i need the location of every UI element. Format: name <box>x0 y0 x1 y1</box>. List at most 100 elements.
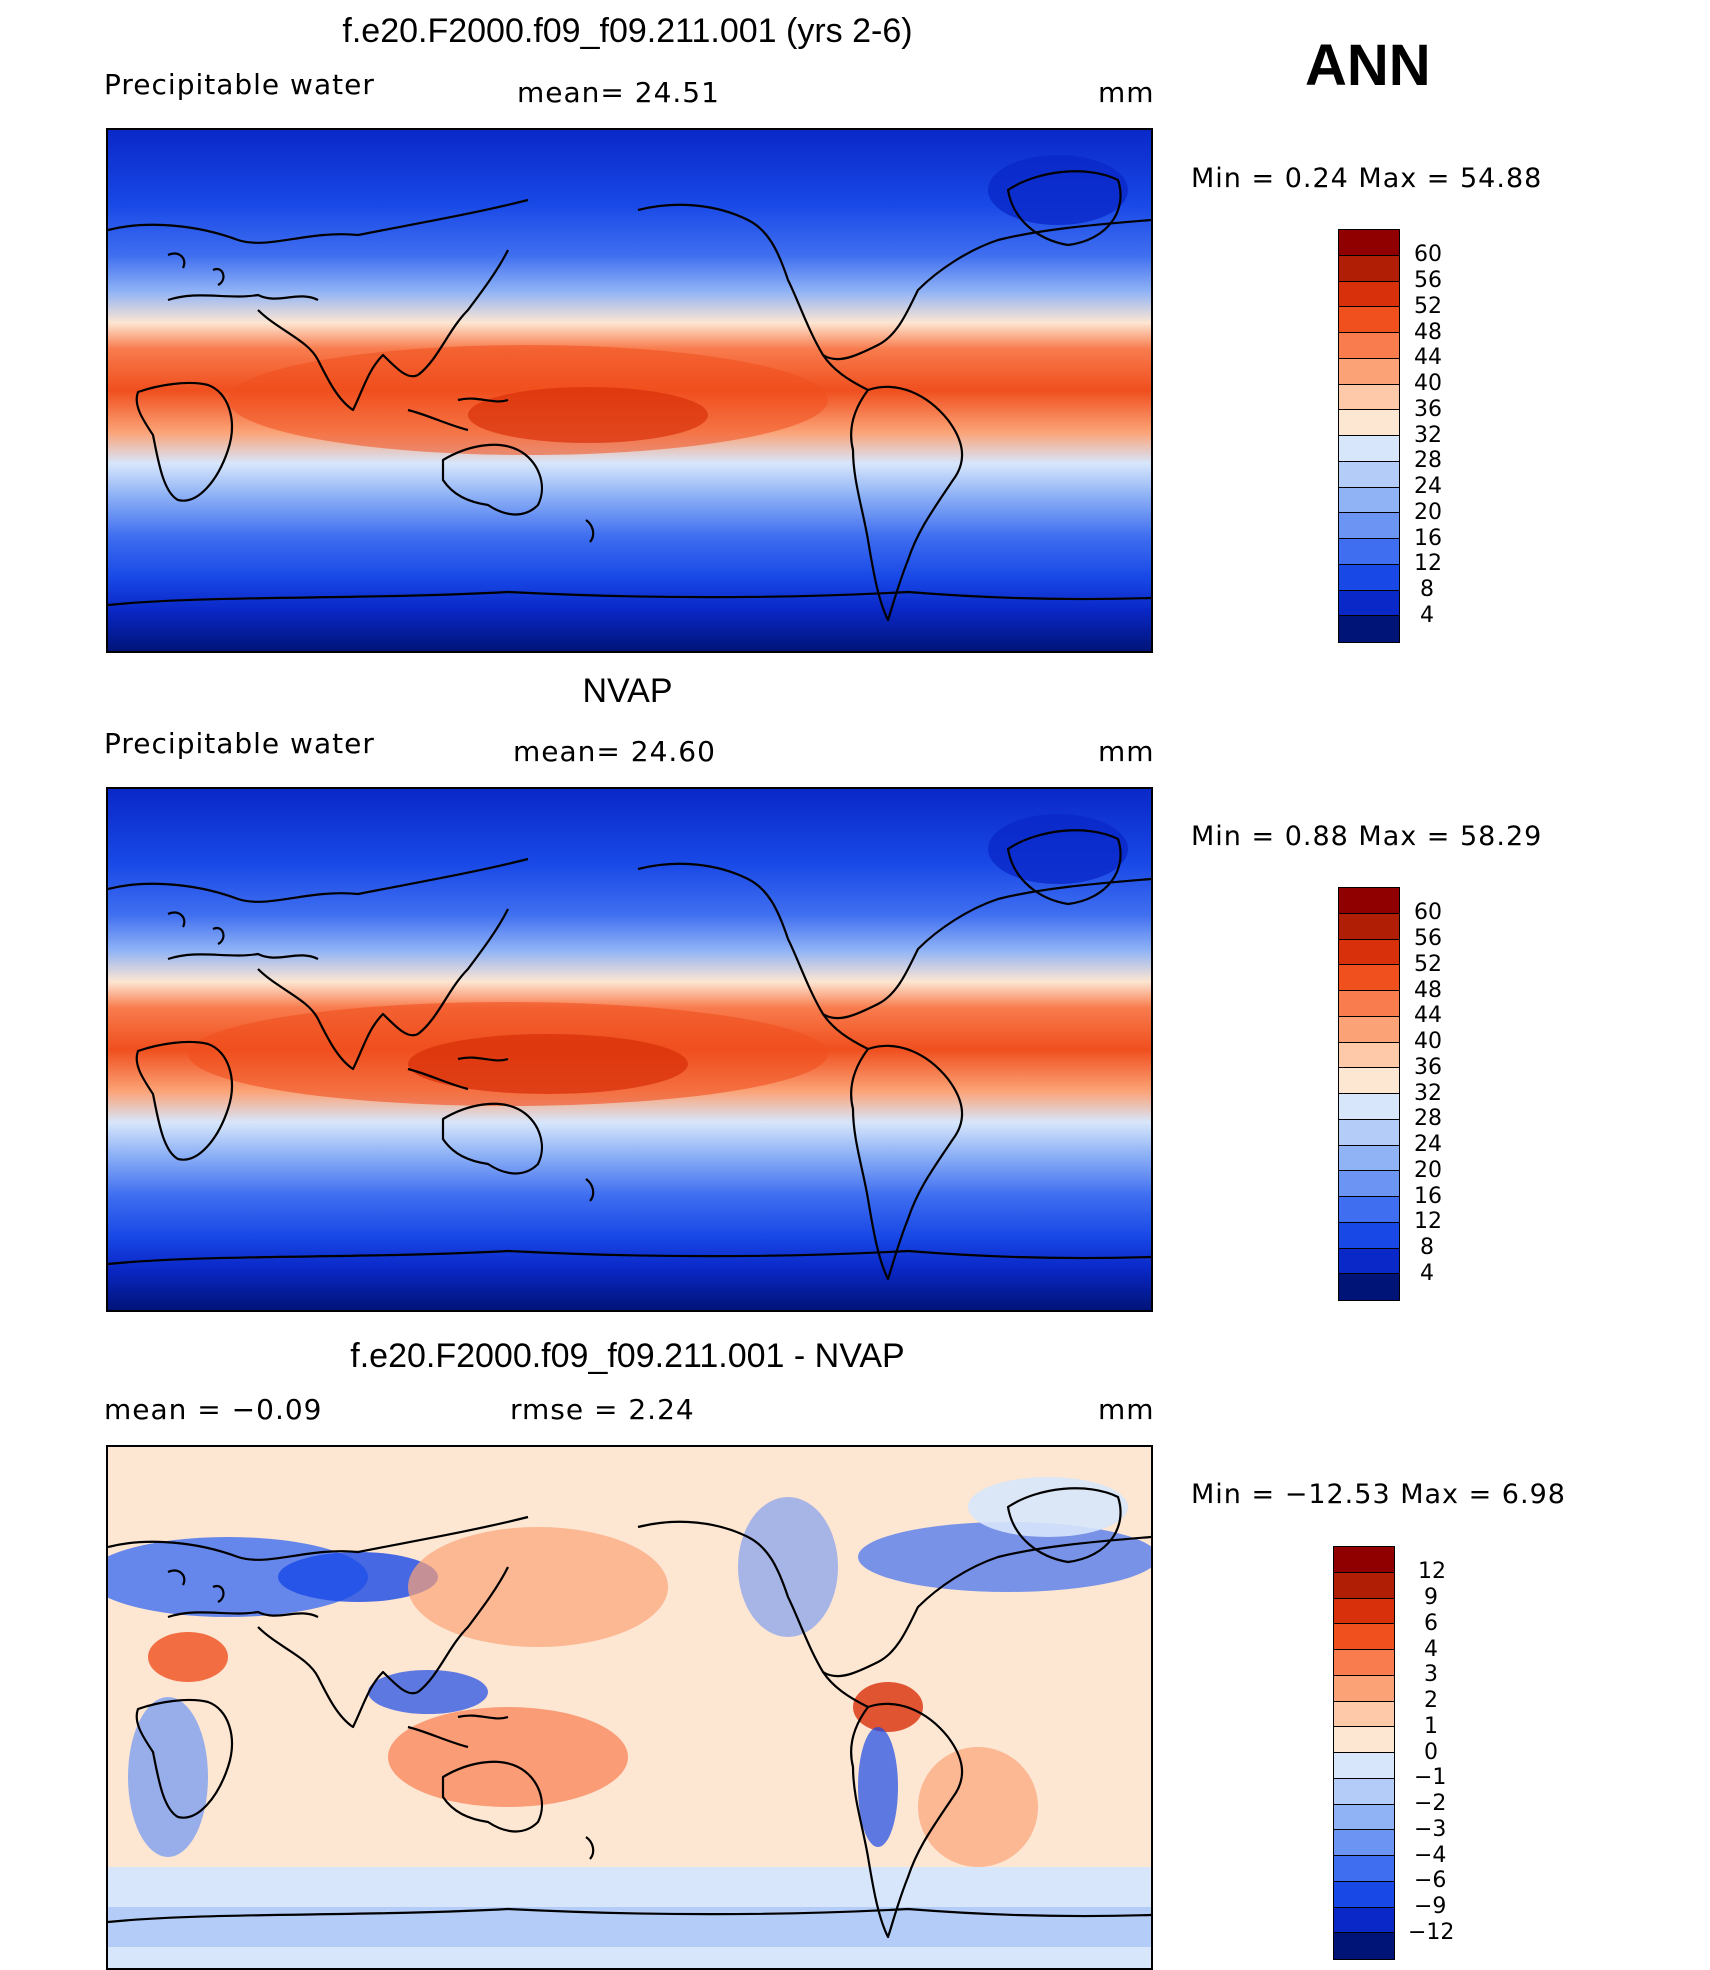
colorbar-swatch <box>1339 539 1399 565</box>
colorbar-swatch <box>1334 1907 1394 1934</box>
colorbar-tick: 20 <box>1414 500 1442 525</box>
panel2-minmax: Min = 0.88 Max = 58.29 <box>1191 821 1543 852</box>
panel1-mean-label: mean= 24.51 <box>517 76 720 109</box>
panel1-title: f.e20.F2000.f09_f09.211.001 (yrs 2-6) <box>342 12 913 50</box>
panel3-colorbar <box>1333 1546 1395 1960</box>
panel1-units-label: mm <box>1098 76 1155 109</box>
colorbar-swatch <box>1339 1248 1399 1275</box>
colorbar-swatch <box>1334 1830 1394 1856</box>
panel2-map <box>106 787 1153 1312</box>
colorbar-swatch <box>1339 487 1399 514</box>
colorbar-tick: 36 <box>1414 1055 1442 1080</box>
panel1-colorbar <box>1338 229 1400 643</box>
panel2-variable-label: Precipitable water <box>104 727 375 760</box>
colorbar-swatch <box>1339 281 1399 308</box>
colorbar-swatch <box>1339 1274 1399 1300</box>
colorbar-tick: 3 <box>1424 1662 1438 1687</box>
panel1-variable-label: Precipitable water <box>104 68 375 101</box>
colorbar-swatch <box>1334 1856 1394 1882</box>
colorbar-tick: −12 <box>1408 1920 1455 1945</box>
colorbar-tick: 28 <box>1414 448 1442 473</box>
colorbar-tick: −2 <box>1414 1791 1447 1816</box>
colorbar-swatch <box>1339 513 1399 539</box>
colorbar-tick: 40 <box>1414 1029 1442 1054</box>
colorbar-tick: 44 <box>1414 1003 1442 1028</box>
colorbar-swatch <box>1339 436 1399 462</box>
panel2-colorbar <box>1338 887 1400 1301</box>
colorbar-tick: 32 <box>1414 423 1442 448</box>
colorbar-swatch <box>1339 358 1399 385</box>
colorbar-tick: −9 <box>1414 1894 1447 1919</box>
colorbar-swatch <box>1334 1778 1394 1805</box>
panel3-rmse-label: rmse = 2.24 <box>510 1393 695 1426</box>
season-label: ANN <box>1305 33 1431 98</box>
colorbar-tick: −1 <box>1414 1765 1447 1790</box>
colorbar-swatch <box>1339 939 1399 966</box>
colorbar-swatch <box>1334 1727 1394 1753</box>
colorbar-swatch <box>1339 1171 1399 1197</box>
colorbar-tick: 60 <box>1414 242 1442 267</box>
colorbar-swatch <box>1339 564 1399 591</box>
panel3-map <box>106 1445 1153 1970</box>
colorbar-tick: 40 <box>1414 371 1442 396</box>
colorbar-swatch <box>1339 888 1399 914</box>
colorbar-swatch <box>1334 1933 1394 1959</box>
colorbar-tick: 6 <box>1424 1611 1438 1636</box>
colorbar-tick: 48 <box>1414 978 1442 1003</box>
colorbar-swatch <box>1339 1068 1399 1094</box>
panel3-mean-label: mean = −0.09 <box>104 1393 323 1426</box>
colorbar-swatch <box>1334 1624 1394 1650</box>
colorbar-swatch <box>1339 1016 1399 1043</box>
colorbar-swatch <box>1334 1572 1394 1599</box>
panel1-minmax: Min = 0.24 Max = 54.88 <box>1191 163 1543 194</box>
colorbar-swatch <box>1339 1119 1399 1146</box>
colorbar-tick: 1 <box>1424 1714 1438 1739</box>
colorbar-swatch <box>1334 1804 1394 1831</box>
colorbar-swatch <box>1339 590 1399 617</box>
colorbar-swatch <box>1334 1753 1394 1779</box>
colorbar-swatch <box>1334 1701 1394 1728</box>
colorbar-swatch <box>1339 410 1399 436</box>
colorbar-tick: 24 <box>1414 474 1442 499</box>
colorbar-tick: 32 <box>1414 1081 1442 1106</box>
colorbar-swatch <box>1334 1650 1394 1676</box>
colorbar-tick: 12 <box>1418 1559 1446 1584</box>
colorbar-swatch <box>1339 461 1399 488</box>
colorbar-tick: 16 <box>1414 1184 1442 1209</box>
colorbar-swatch <box>1339 255 1399 282</box>
panel2-units-label: mm <box>1098 735 1155 768</box>
colorbar-tick: 12 <box>1414 1209 1442 1234</box>
colorbar-tick: 56 <box>1414 926 1442 951</box>
colorbar-swatch <box>1334 1547 1394 1573</box>
colorbar-tick: −4 <box>1414 1843 1447 1868</box>
colorbar-swatch <box>1339 913 1399 940</box>
colorbar-tick: 28 <box>1414 1106 1442 1131</box>
colorbar-tick: 52 <box>1414 952 1442 977</box>
colorbar-tick: −3 <box>1414 1817 1447 1842</box>
colorbar-swatch <box>1339 1145 1399 1172</box>
colorbar-swatch <box>1339 616 1399 642</box>
colorbar-swatch <box>1339 965 1399 991</box>
colorbar-tick: 4 <box>1424 1637 1438 1662</box>
colorbar-tick: 52 <box>1414 294 1442 319</box>
colorbar-swatch <box>1339 307 1399 333</box>
panel2-mean-label: mean= 24.60 <box>513 735 716 768</box>
colorbar-tick: 36 <box>1414 397 1442 422</box>
colorbar-tick: 8 <box>1420 1235 1434 1260</box>
colorbar-swatch <box>1334 1598 1394 1625</box>
colorbar-swatch <box>1334 1675 1394 1702</box>
panel3-units-label: mm <box>1098 1393 1155 1426</box>
colorbar-swatch <box>1334 1881 1394 1908</box>
colorbar-tick: 9 <box>1424 1585 1438 1610</box>
colorbar-tick: 4 <box>1420 1261 1434 1286</box>
colorbar-swatch <box>1339 1094 1399 1120</box>
colorbar-tick: 16 <box>1414 526 1442 551</box>
colorbar-tick: 48 <box>1414 320 1442 345</box>
panel3-minmax: Min = −12.53 Max = 6.98 <box>1191 1479 1566 1510</box>
panel3-title: f.e20.F2000.f09_f09.211.001 - NVAP <box>350 1337 905 1375</box>
colorbar-tick: 44 <box>1414 345 1442 370</box>
colorbar-tick: −6 <box>1414 1868 1447 1893</box>
colorbar-swatch <box>1339 991 1399 1017</box>
colorbar-tick: 20 <box>1414 1158 1442 1183</box>
colorbar-swatch <box>1339 333 1399 359</box>
